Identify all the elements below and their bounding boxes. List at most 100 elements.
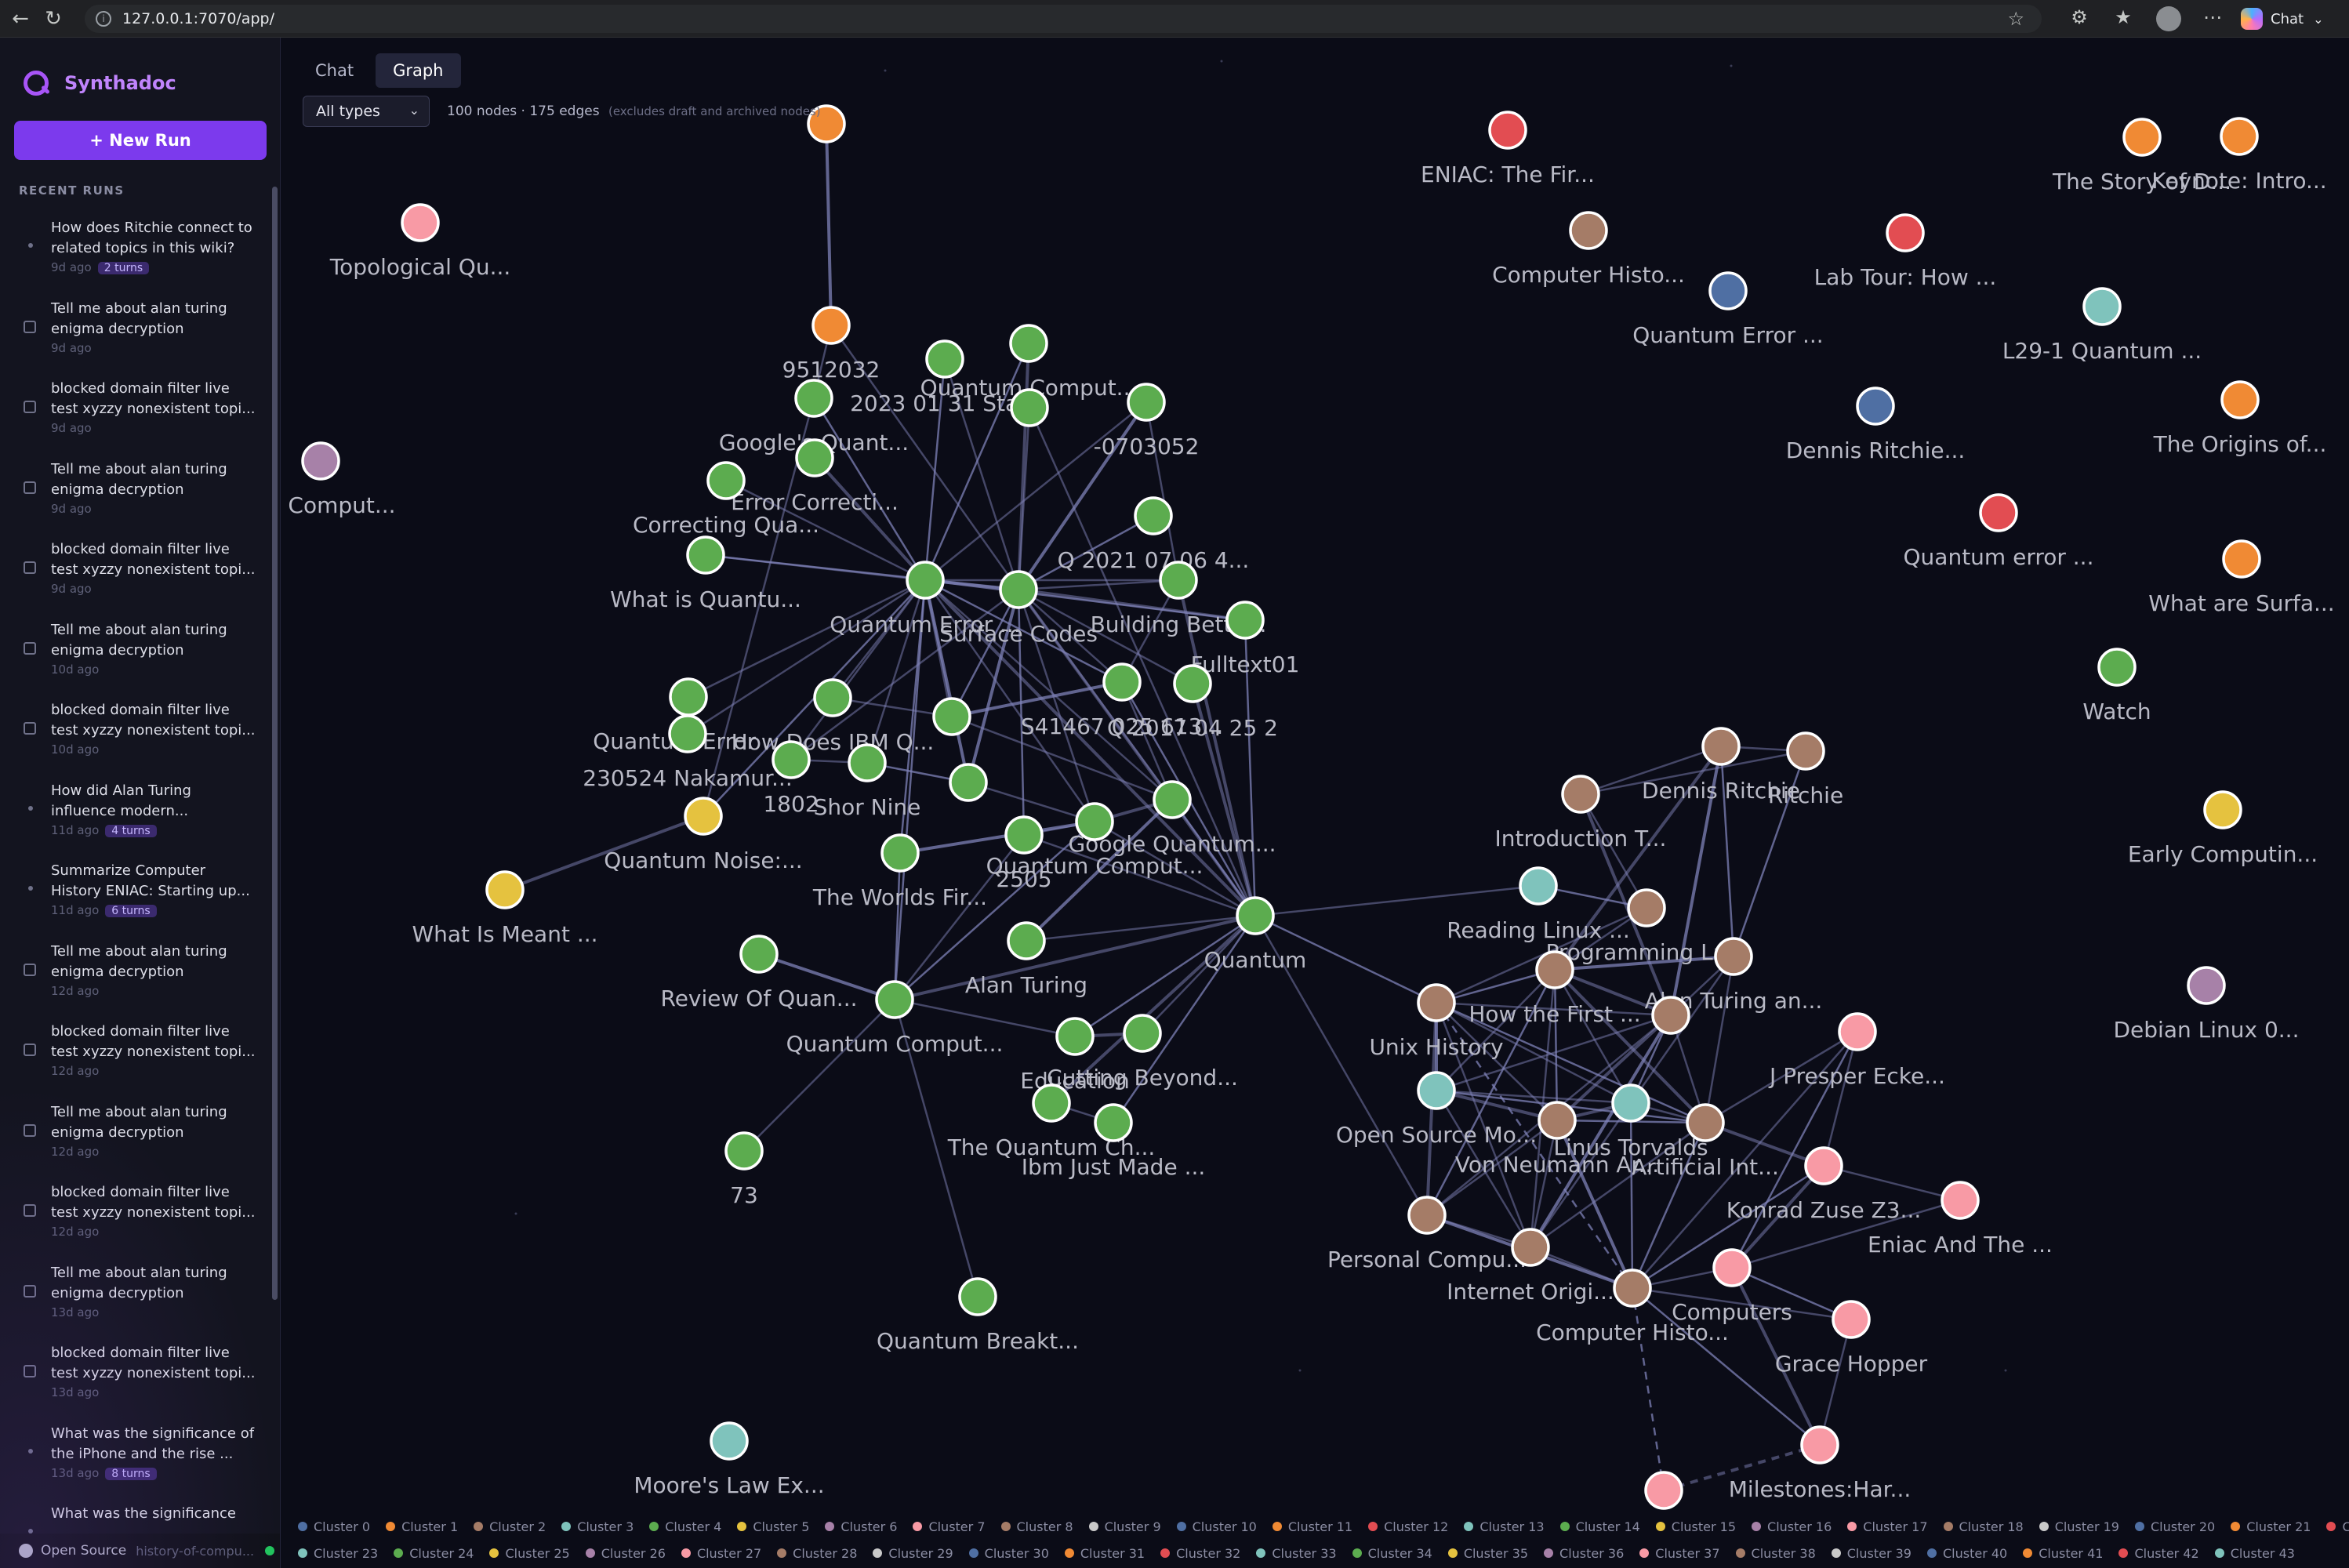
graph-node-circle[interactable] [1644, 1471, 1683, 1510]
graph-node-circle[interactable] [401, 203, 440, 242]
recent-run-item[interactable]: blocked domain filter live test xyzzy no… [0, 694, 274, 775]
graph-node[interactable]: Alan Turing [965, 921, 1087, 998]
recent-run-item[interactable]: Tell me about alan turing enigma decrypt… [0, 1096, 274, 1177]
graph-node-circle[interactable] [1627, 888, 1666, 927]
graph-node-circle[interactable] [932, 697, 971, 736]
legend-item[interactable]: Cluster 30 [968, 1546, 1049, 1561]
legend-item[interactable]: Cluster 22 [2326, 1519, 2349, 1534]
graph-node-circle[interactable] [1800, 1425, 1839, 1465]
graph-node[interactable]: The Story of D... [2052, 118, 2231, 194]
legend-item[interactable]: Cluster 27 [681, 1546, 761, 1561]
site-info-icon[interactable]: i [96, 11, 111, 27]
graph-node-circle[interactable] [958, 1277, 997, 1316]
graph-node-circle[interactable] [1032, 1083, 1071, 1123]
graph-node-circle[interactable] [795, 438, 834, 477]
graph-node-circle[interactable] [999, 570, 1038, 609]
graph-node-circle[interactable] [807, 104, 846, 143]
graph-node[interactable]: Watch [2082, 648, 2151, 724]
recent-run-item[interactable]: How did Alan Turing influence modern... 1… [0, 775, 274, 855]
recent-run-item[interactable]: What was the significance of the iPhone … [0, 1417, 274, 1498]
legend-item[interactable]: Cluster 25 [489, 1546, 570, 1561]
graph-node[interactable]: Review Of Quan... [661, 935, 858, 1011]
graph-node[interactable]: Konrad Zuse Z3... [1726, 1146, 1922, 1223]
recent-run-item[interactable]: blocked domain filter live test xyzzy no… [0, 1015, 274, 1096]
graph-node[interactable]: How the First ... [1469, 950, 1641, 1027]
legend-item[interactable]: Cluster 42 [2118, 1546, 2199, 1561]
graph-node[interactable]: 9512032 [782, 306, 880, 383]
legend-item[interactable]: Cluster 29 [873, 1546, 953, 1561]
graph-node-circle[interactable] [1055, 1017, 1095, 1056]
graph-node-circle[interactable] [1941, 1181, 1980, 1220]
graph-node-circle[interactable] [684, 797, 723, 836]
graph-node[interactable]: Internet Origi... [1447, 1228, 1614, 1305]
graph-node[interactable]: The Worlds Fir... [812, 833, 987, 910]
legend-item[interactable]: Cluster 38 [1735, 1546, 1816, 1561]
graph-node-circle[interactable] [1407, 1196, 1447, 1235]
graph-node[interactable]: The Origins of... [2153, 380, 2327, 457]
graph-node-circle[interactable] [906, 561, 945, 600]
graph-node-circle[interactable] [813, 678, 852, 717]
legend-item[interactable]: Cluster 14 [1559, 1519, 1640, 1534]
legend-item[interactable]: Cluster 32 [1160, 1546, 1240, 1561]
legend-item[interactable]: Cluster 12 [1368, 1519, 1448, 1534]
graph-node[interactable]: ENIAC: The Fir... [1421, 111, 1595, 187]
graph-node-circle[interactable] [880, 833, 920, 873]
graph-node[interactable]: Debian Linux 0... [2113, 966, 2300, 1043]
graph-node[interactable]: 1802 [763, 740, 819, 817]
graph-node[interactable]: Quantum Error ... [830, 561, 1021, 637]
graph-node-circle[interactable] [1153, 780, 1192, 819]
graph-node-circle[interactable] [1225, 601, 1265, 640]
legend-item[interactable]: Cluster 13 [1464, 1519, 1545, 1534]
brand[interactable]: Synthadoc [22, 69, 176, 97]
graph-node[interactable]: Unix History [1369, 983, 1504, 1060]
graph-node[interactable]: 2505 [996, 815, 1052, 892]
graph-node-circle[interactable] [2220, 117, 2259, 156]
graph-node-circle[interactable] [2097, 648, 2137, 687]
graph-node-circle[interactable] [875, 980, 914, 1019]
graph-node-circle[interactable] [1004, 815, 1044, 855]
graph-node[interactable]: Q 2021 07 06 4... [1058, 496, 1250, 573]
graph-node[interactable]: Programming La... [1545, 888, 1748, 965]
graph-node-circle[interactable] [1159, 561, 1198, 600]
graph-node[interactable]: Computer Histo... [1536, 1269, 1729, 1345]
reload-icon[interactable]: ↻ [45, 6, 62, 31]
graph-node-circle[interactable] [1511, 1228, 1550, 1267]
legend-item[interactable]: Cluster 17 [1847, 1519, 1928, 1534]
legend-item[interactable]: Cluster 16 [1752, 1519, 1832, 1534]
legend-item[interactable]: Cluster 28 [777, 1546, 857, 1561]
graph-node[interactable]: Open Source Mo... [1336, 1071, 1537, 1148]
graph-node-circle[interactable] [794, 379, 833, 418]
graph-node-circle[interactable] [668, 714, 707, 753]
graph-node-circle[interactable] [1886, 213, 1925, 252]
graph-node[interactable]: Lab Tour: How ... [1814, 213, 1997, 290]
legend-item[interactable]: Cluster 18 [1943, 1519, 2024, 1534]
graph-node[interactable]: What is Quantu... [610, 535, 801, 612]
legend-item[interactable]: Cluster 43 [2214, 1546, 2295, 1561]
graph-node-circle[interactable] [1686, 1103, 1725, 1142]
graph-node-circle[interactable] [925, 339, 964, 379]
legend-item[interactable]: Cluster 2 [474, 1519, 546, 1534]
graph-node[interactable]: Topological Qu... [329, 203, 511, 280]
graph-node-circle[interactable] [1102, 662, 1142, 702]
graph-node-circle[interactable] [1832, 1300, 1871, 1339]
graph-node-circle[interactable] [1535, 950, 1574, 989]
graph-node[interactable]: Surface Codes [939, 570, 1098, 647]
sidebar-scrollbar[interactable] [272, 187, 278, 1300]
graph-node[interactable] [1010, 388, 1049, 427]
graph-node[interactable]: 73 [724, 1131, 764, 1208]
graph-node-circle[interactable] [2203, 790, 2242, 829]
graph-node-circle[interactable] [772, 740, 811, 779]
recent-run-item[interactable]: Tell me about alan turing enigma decrypt… [0, 935, 274, 1016]
knowledge-graph[interactable]: Topological Qu... um Comput... What Is Mea… [281, 38, 2349, 1568]
graph-node-circle[interactable] [1007, 921, 1046, 960]
graph-node[interactable]: Ritchie [1768, 731, 1843, 808]
bookmark-star-icon[interactable]: ☆ [2007, 8, 2024, 30]
graph-node-circle[interactable] [1838, 1012, 1877, 1051]
graph-node[interactable]: Quantum Noise:... [604, 797, 803, 873]
graph-node[interactable]: J Presper Ecke... [1768, 1012, 1945, 1089]
more-menu-icon[interactable]: ⋯ [2203, 6, 2222, 28]
graph-node-circle[interactable] [1417, 983, 1456, 1022]
legend-item[interactable]: Cluster 8 [1000, 1519, 1073, 1534]
graph-node-circle[interactable] [1786, 731, 1825, 771]
graph-node-circle[interactable] [1613, 1269, 1652, 1308]
